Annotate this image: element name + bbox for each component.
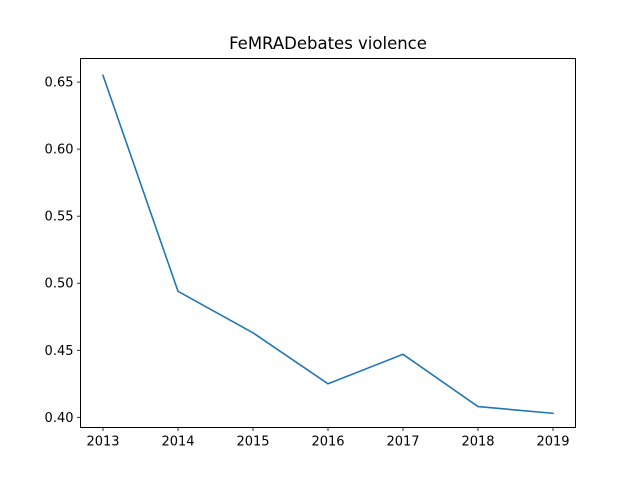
x-tick-label: 2013 bbox=[86, 435, 119, 450]
y-tick-label: 0.55 bbox=[45, 210, 74, 225]
x-tick-label: 2015 bbox=[236, 435, 269, 450]
y-tick-label: 0.50 bbox=[45, 277, 74, 292]
plot-frame bbox=[80, 58, 576, 428]
x-tick-label: 2018 bbox=[461, 435, 494, 450]
x-tick-label: 2016 bbox=[311, 435, 344, 450]
x-tick-label: 2019 bbox=[536, 435, 569, 450]
chart-title: FeMRADebates violence bbox=[229, 34, 427, 53]
series-line-0 bbox=[101, 74, 554, 415]
x-tick-label: 2017 bbox=[386, 435, 419, 450]
axis-layer: 2013 2014 2015 2016 2017 2018 2019 0.40 0.45 0.50… bbox=[45, 76, 570, 450]
x-tick-label: 2014 bbox=[161, 435, 194, 450]
y-tick-label: 0.60 bbox=[45, 143, 74, 158]
plot-layer bbox=[101, 74, 554, 415]
y-tick-label: 0.40 bbox=[45, 411, 74, 426]
y-tick-label: 0.45 bbox=[45, 344, 74, 359]
y-tick-label: 0.65 bbox=[45, 76, 74, 91]
